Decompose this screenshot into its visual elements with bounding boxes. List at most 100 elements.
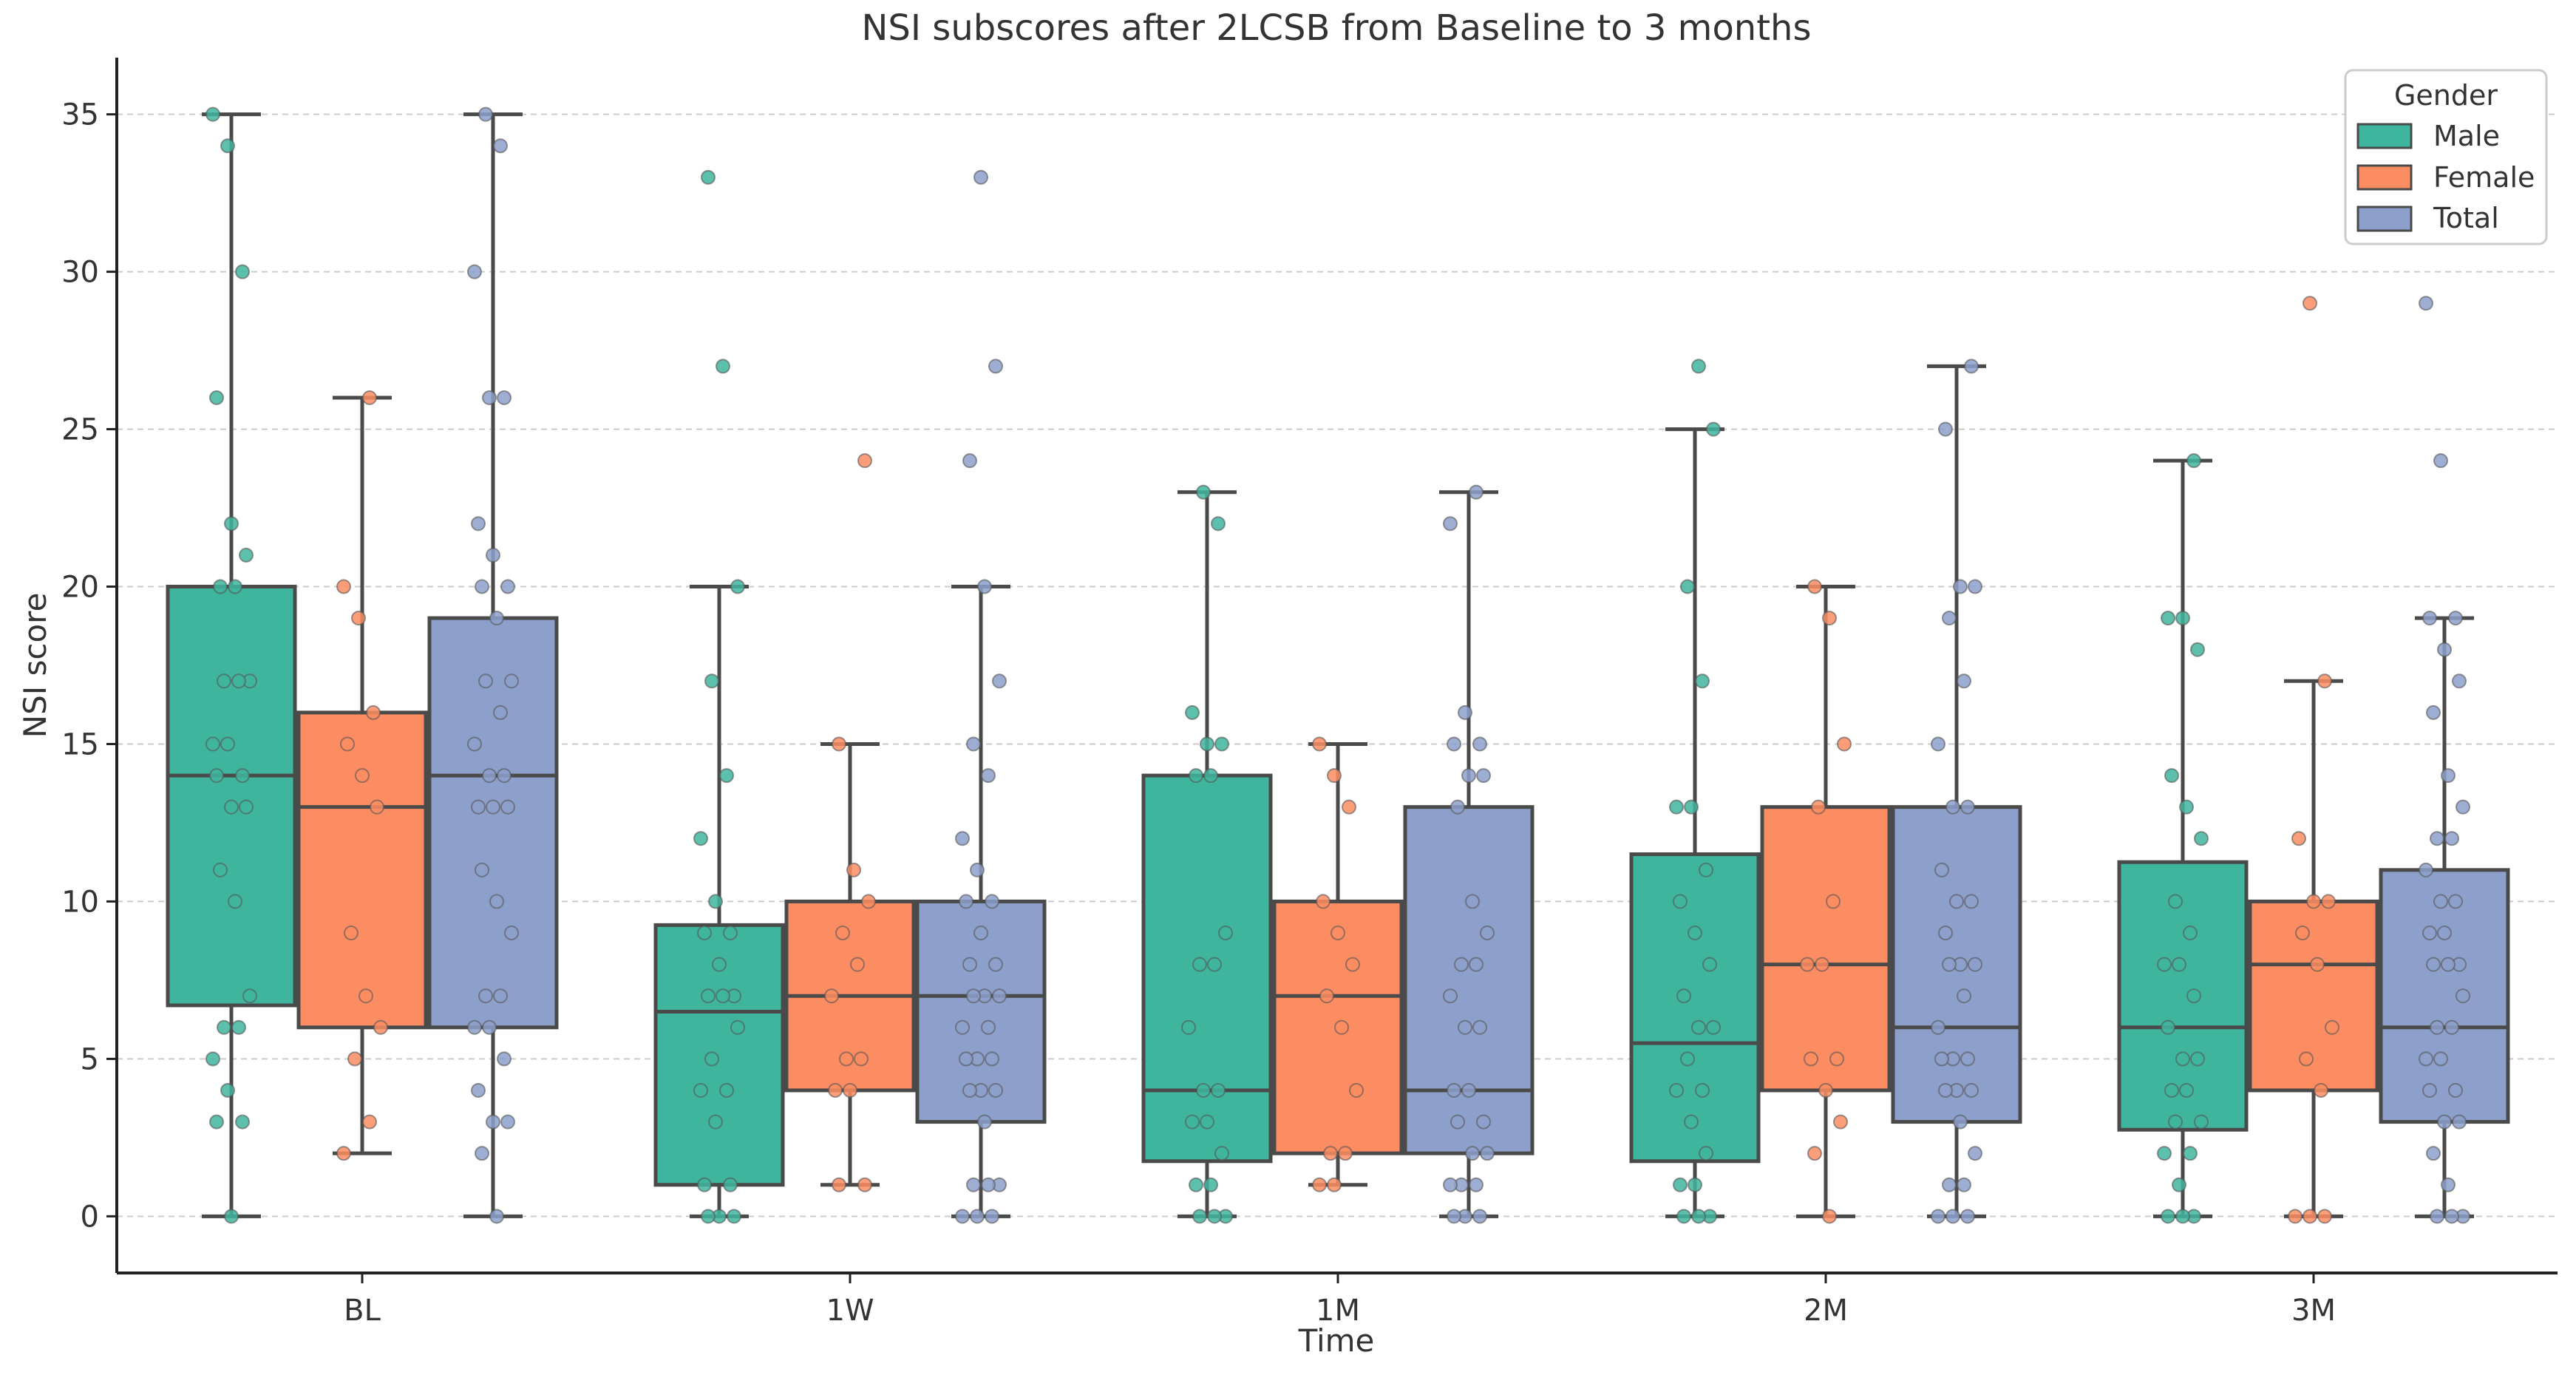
point-female-3m	[2306, 894, 2321, 909]
point-male-1w	[716, 988, 730, 1004]
point-total-bl	[486, 547, 500, 563]
point-male-1w	[701, 988, 716, 1004]
point-male-2m	[1691, 1019, 1706, 1035]
point-male-2m	[1676, 988, 1691, 1004]
point-female-1w	[846, 862, 861, 877]
point-male-1w	[704, 673, 719, 689]
point-total-bl	[482, 1019, 497, 1035]
point-total-1m	[1447, 1082, 1461, 1098]
box-male-1m	[1141, 490, 1273, 1218]
point-total-1m	[1472, 736, 1487, 752]
point-total-bl	[504, 673, 519, 689]
point-male-3m	[2186, 988, 2201, 1004]
point-total-2m	[1949, 894, 1964, 909]
point-total-bl	[489, 1209, 504, 1224]
point-male-1m	[1200, 736, 1214, 752]
point-male-1m	[1214, 736, 1229, 752]
point-female-3m	[2321, 894, 2336, 909]
point-total-2m	[1960, 1051, 1975, 1067]
point-male-3m	[2161, 611, 2175, 626]
point-female-3m	[2288, 1209, 2303, 1224]
box-male-bl	[166, 112, 297, 1218]
point-total-1m	[1443, 988, 1458, 1004]
point-male-3m	[2194, 831, 2209, 846]
box-total-3m	[2379, 616, 2510, 1218]
point-total-1w	[955, 831, 970, 846]
y-axis-ticks: 0 5 10 15 20 25 30 35	[61, 98, 117, 1234]
point-female-3m	[2314, 1082, 2328, 1098]
box-female-bl	[296, 395, 428, 1155]
point-total-1w	[962, 453, 977, 469]
point-total-1m	[1447, 736, 1461, 752]
point-male-bl	[231, 1019, 246, 1035]
point-male-3m	[2175, 1209, 2190, 1224]
box-body	[1141, 773, 1273, 1164]
x-tick-label-2m: 2M	[1804, 1294, 1848, 1328]
point-total-3m	[2441, 1177, 2456, 1192]
point-female-3m	[2299, 1051, 2314, 1067]
point-total-1m	[1461, 768, 1476, 784]
point-male-1w	[719, 768, 734, 784]
point-total-2m	[1938, 1082, 1953, 1098]
x-tick-label-bl: BL	[344, 1294, 381, 1328]
box-body	[427, 616, 559, 1030]
point-male-bl	[217, 673, 231, 689]
point-female-1m	[1323, 1146, 1338, 1161]
point-male-bl	[224, 1209, 239, 1224]
point-female-1w	[832, 736, 846, 752]
legend-label-male: Male	[2433, 120, 2500, 152]
point-male-1m	[1214, 1146, 1229, 1161]
chart-title: NSI subscores after 2LCSB from Baseline …	[862, 7, 1812, 49]
y-tick-label-10: 10	[61, 885, 99, 919]
point-total-2m	[1942, 957, 1957, 972]
point-total-2m	[1957, 673, 1971, 689]
point-total-bl	[471, 799, 486, 815]
point-total-2m	[1938, 926, 1953, 941]
point-female-3m	[2310, 957, 2325, 972]
point-total-1w	[966, 988, 981, 1004]
point-male-bl	[205, 106, 220, 122]
box-body	[1629, 852, 1761, 1164]
point-total-1w	[988, 359, 1003, 374]
point-male-bl	[235, 768, 250, 784]
point-total-bl	[493, 988, 508, 1004]
point-total-3m	[2430, 831, 2444, 846]
point-male-2m	[1684, 799, 1699, 815]
point-total-2m	[1964, 1082, 1979, 1098]
point-total-2m	[1960, 1209, 1975, 1224]
point-male-bl	[205, 1051, 220, 1067]
point-female-1m	[1327, 1177, 1342, 1192]
point-total-1w	[962, 957, 977, 972]
point-total-3m	[2419, 862, 2433, 877]
point-total-1m	[1454, 957, 1469, 972]
point-total-1w	[988, 1082, 1003, 1098]
point-male-bl	[220, 138, 235, 154]
point-male-3m	[2164, 768, 2179, 784]
point-total-1w	[970, 1209, 985, 1224]
point-total-1m	[1447, 1209, 1461, 1224]
point-total-1w	[985, 1051, 999, 1067]
point-total-1w	[992, 673, 1007, 689]
point-female-1w	[861, 894, 876, 909]
point-female-1m	[1334, 1019, 1349, 1035]
box-body	[1760, 805, 1892, 1093]
point-male-3m	[2175, 1051, 2190, 1067]
point-female-3m	[2325, 1019, 2339, 1035]
point-male-1m	[1196, 484, 1211, 500]
point-male-1w	[719, 1082, 734, 1098]
point-total-3m	[2444, 1019, 2459, 1035]
point-total-3m	[2426, 705, 2441, 720]
point-total-3m	[2448, 611, 2463, 626]
point-total-1w	[959, 894, 973, 909]
point-female-1w	[835, 926, 850, 941]
point-female-1w	[843, 1082, 857, 1098]
point-male-bl	[239, 799, 254, 815]
y-tick-label-25: 25	[61, 413, 99, 447]
box-body	[296, 710, 428, 1030]
point-female-bl	[340, 736, 355, 752]
point-male-1w	[704, 1051, 719, 1067]
point-female-2m	[1807, 579, 1822, 594]
point-male-1w	[727, 1209, 741, 1224]
point-total-1m	[1443, 1177, 1458, 1192]
